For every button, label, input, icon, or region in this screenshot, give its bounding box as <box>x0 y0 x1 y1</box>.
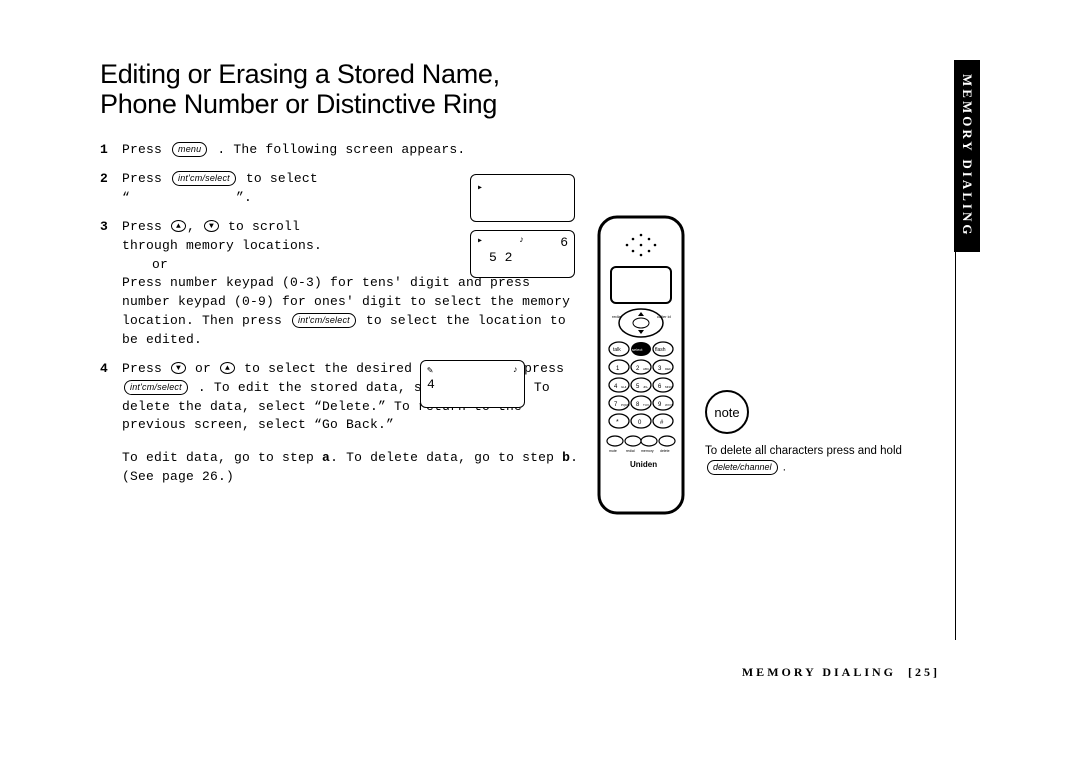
phone-illustration: redial caller id talk select flash 1 2AB… <box>597 215 685 515</box>
pencil-icon: ✎ <box>427 365 433 377</box>
svg-text:0: 0 <box>638 420 642 426</box>
menu-key: menu <box>172 142 207 157</box>
note-text: To delete all characters press and hold … <box>705 444 905 476</box>
svg-text:4: 4 <box>614 384 618 390</box>
intcm-select-key: int'cm/select <box>292 313 356 328</box>
svg-text:PQRS: PQRS <box>621 403 630 407</box>
svg-text:9: 9 <box>658 402 662 408</box>
arrow-icon: ▸ <box>477 183 483 194</box>
intcm-select-key: int'cm/select <box>172 171 236 186</box>
svg-text:JKL: JKL <box>643 385 649 389</box>
svg-text:ABC: ABC <box>643 367 650 371</box>
step-num: 2 <box>100 170 122 208</box>
svg-text:WXYZ: WXYZ <box>665 403 674 407</box>
svg-text:TUV: TUV <box>643 403 649 407</box>
svg-text:MNO: MNO <box>665 385 673 389</box>
svg-text:mute: mute <box>609 449 617 453</box>
svg-text:select: select <box>632 347 643 352</box>
note-block: note To delete all characters press and … <box>705 390 905 476</box>
svg-text:caller id: caller id <box>657 314 671 319</box>
arrow-icon: ▸ <box>477 235 483 250</box>
svg-text:delete: delete <box>660 449 670 453</box>
svg-text:redial: redial <box>612 314 622 319</box>
svg-text:flash: flash <box>655 347 666 353</box>
up-arrow-icon: ▲ <box>220 362 235 374</box>
svg-text:DEF: DEF <box>665 367 671 371</box>
step-body: Press menu . The following screen appear… <box>122 141 580 160</box>
svg-text:5: 5 <box>636 384 640 390</box>
svg-text:8: 8 <box>636 402 640 408</box>
page-footer: MEMORY DIALING [25] <box>742 665 940 680</box>
lcd-screen-3: ✎ ♪ 4 <box>420 360 525 408</box>
svg-text:6: 6 <box>658 384 662 390</box>
svg-text:GHI: GHI <box>621 385 627 389</box>
step-1: 1 Press menu . The following screen appe… <box>100 141 580 160</box>
lcd-screen-1: ▸ <box>470 174 575 222</box>
section-tab: MEMORY DIALING <box>954 60 980 252</box>
svg-text:#: # <box>660 420 664 426</box>
svg-text:Uniden: Uniden <box>630 460 657 469</box>
note-icon: ♪ <box>513 365 518 377</box>
page-title: Editing or Erasing a Stored Name, Phone … <box>100 60 580 119</box>
svg-text:memory: memory <box>641 449 654 453</box>
svg-text:3: 3 <box>658 366 662 372</box>
lcd-screen-2: ▸ ♪ 6 5 2 <box>470 230 575 278</box>
delete-channel-key: delete/channel <box>707 460 778 475</box>
up-arrow-icon: ▲ <box>171 220 186 232</box>
step-num: 4 <box>100 360 122 435</box>
svg-text:redial: redial <box>626 449 635 453</box>
down-arrow-icon: ▼ <box>171 362 186 374</box>
down-arrow-icon: ▼ <box>204 220 219 232</box>
step-num: 1 <box>100 141 122 160</box>
svg-text:*: * <box>616 419 619 426</box>
svg-text:2: 2 <box>636 366 640 372</box>
section-tab-label: MEMORY DIALING <box>959 74 975 237</box>
svg-text:1: 1 <box>616 366 620 372</box>
svg-text:7: 7 <box>614 402 618 408</box>
intcm-select-key: int'cm/select <box>124 380 188 395</box>
final-instruction: To edit data, go to step a. To delete da… <box>100 449 580 487</box>
svg-text:talk: talk <box>613 347 621 353</box>
step-num: 3 <box>100 218 122 350</box>
note-circle-icon: note <box>705 390 749 434</box>
